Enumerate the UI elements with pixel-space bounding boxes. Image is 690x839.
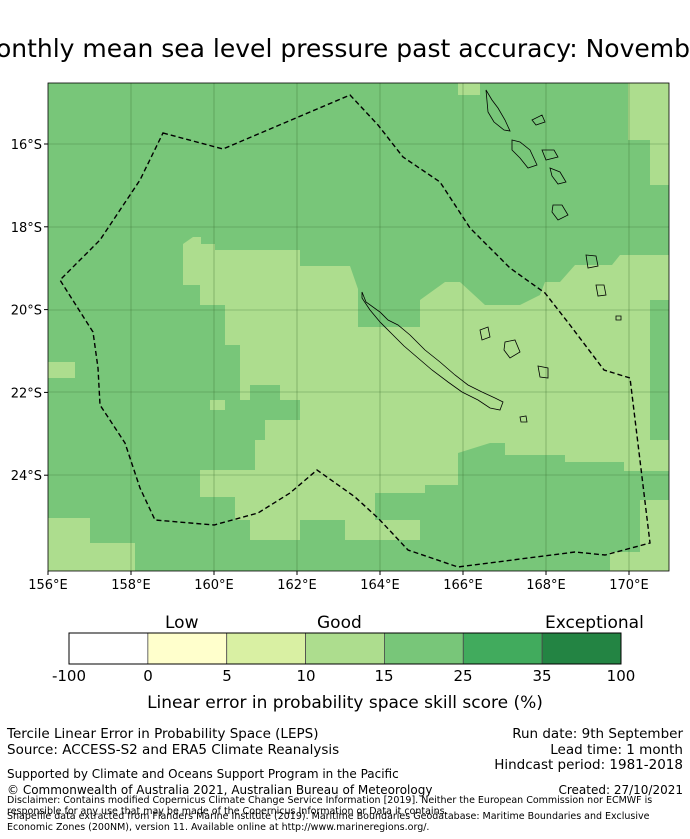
lon-tick-label: 160°E [194,578,234,593]
skill-band-10-15-east [458,83,480,95]
small-islands [519,315,622,423]
skill-band-10-15-northeast [628,83,669,185]
legend-tick: 100 [606,667,636,685]
lon-tick-label: 170°E [609,578,649,593]
skill-band-10-15-west-strip [48,362,75,378]
skill-band-10-15-southwest [48,518,135,571]
run-date: Run date: 9th September [512,726,683,742]
lon-tick-label: 156°E [28,578,68,593]
legend-tick: 15 [374,667,394,685]
lat-tick-label: 20°S [11,304,42,319]
lon-tick-label: 168°E [526,578,566,593]
legend-category-good: Good [317,613,362,633]
hindcast-period: Hindcast period: 1981-2018 [494,757,683,773]
map-graticule [48,83,669,571]
legend-tick: 10 [296,667,316,685]
legend-tick: -100 [51,667,87,685]
copyright: © Commonwealth of Australia 2021, Austra… [7,783,433,797]
legend-category-exceptional: Exceptional [545,613,644,633]
colorbar-swatch [68,632,149,665]
disclaimer: Disclaimer: Contains modified Copernicus… [7,795,653,817]
colorbar-swatch [226,632,306,665]
lat-tick-label: 16°S [11,138,42,153]
colorbar-swatch [384,632,464,665]
colorbar [68,632,622,665]
product-name: Tercile Linear Error in Probability Spac… [7,726,319,742]
colorbar-frame [68,632,622,665]
legend-label: Linear error in probability space skill … [147,693,543,713]
lat-tick-label: 24°S [11,469,42,484]
new-caledonia-coast [361,291,504,411]
coastlines [361,89,622,423]
map-frame [47,82,670,572]
legend-category-low: Low [165,613,199,633]
lon-tick-label: 164°E [360,578,400,593]
longitude-axis: 156°E 158°E 160°E 162°E 164°E 166°E 168°E 170°E [28,571,649,593]
legend-tick: 0 [143,667,153,685]
vanuatu-coast [485,89,607,297]
legend-tick: 5 [222,667,232,685]
data-source: Source: ACCESS-S2 and ERA5 Climate Reana… [7,742,340,758]
legend-tick: 25 [453,667,473,685]
lon-tick-label: 158°E [111,578,151,593]
colorbar-swatch [147,632,228,665]
shapefile-credit: Shapefile data extracted from Flanders M… [7,811,650,833]
lon-tick-label: 162°E [277,578,317,593]
colorbar-swatch [541,632,622,665]
created-date: Created: 27/10/2021 [558,783,683,797]
lon-tick-label: 166°E [443,578,483,593]
colorbar-swatch [462,632,543,665]
lat-tick-label: 22°S [11,386,42,401]
latitude-axis: 16°S 18°S 20°S 22°S 24°S [11,138,48,484]
loyalty-islands-coast [479,326,549,379]
eez-boundary-dashed [59,94,651,568]
lat-tick-label: 18°S [11,221,42,236]
colorbar-swatch [305,632,385,665]
support-statement: Supported by Climate and Oceans Support … [7,767,399,781]
lead-time: Lead time: 1 month [550,742,683,758]
map-area [48,83,669,571]
map-title: Monthly mean sea level pressure past acc… [0,34,690,63]
legend-tick: 35 [532,667,552,685]
